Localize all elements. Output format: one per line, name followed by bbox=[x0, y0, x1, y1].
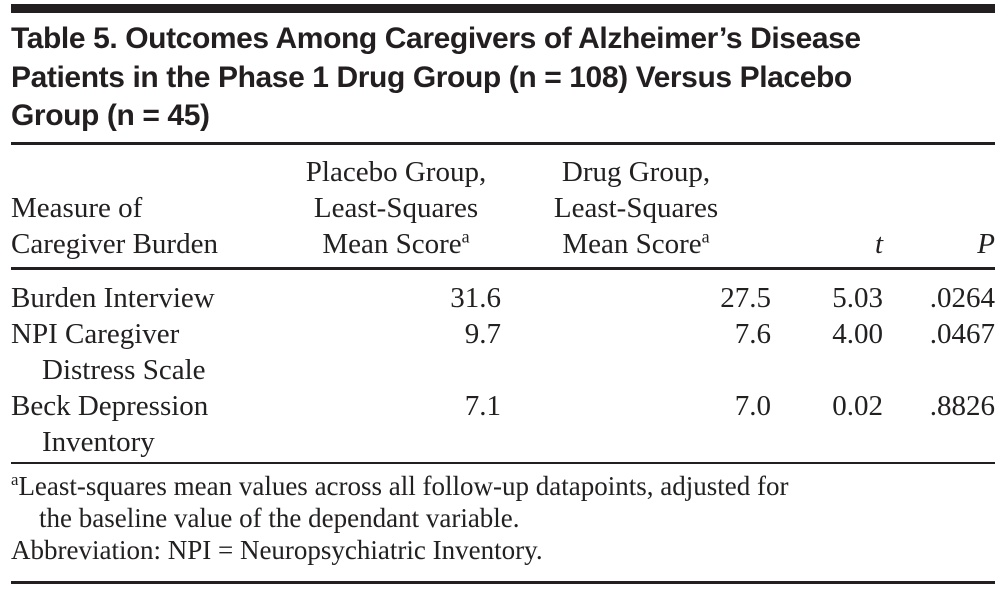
p-value: .0264 bbox=[929, 282, 995, 314]
footnote-a-line-2: the baseline value of the dependant vari… bbox=[39, 503, 520, 533]
drug-header-line-3: Mean Score bbox=[562, 228, 702, 260]
measure-name-line-1: NPI Caregiver bbox=[11, 318, 180, 350]
table-title-line-2: Patients in the Phase 1 Drug Group (n = … bbox=[11, 60, 852, 94]
column-header-t: t bbox=[771, 150, 883, 270]
column-header-measure: Measure of Caregiver Burden bbox=[11, 150, 291, 270]
drug-header-line-2: Least-Squares bbox=[553, 192, 719, 224]
drug-value: 7.6 bbox=[734, 318, 771, 350]
placebo-header-line-3: Mean Score bbox=[322, 228, 462, 260]
placebo-header-line-2: Least-Squares bbox=[313, 192, 479, 224]
drug-value: 27.5 bbox=[720, 282, 771, 314]
t-value: 5.03 bbox=[832, 282, 883, 314]
measure-header-line-1: Measure of bbox=[11, 192, 143, 224]
measure-name-line-1: Beck Depression bbox=[11, 390, 209, 422]
table-title-line-3: Group (n = 45) bbox=[11, 99, 210, 132]
column-header-drug: Drug Group, Least-Squares Mean Scorea bbox=[501, 150, 771, 270]
drug-footnote-marker: a bbox=[701, 226, 710, 247]
p-value: .8826 bbox=[883, 388, 995, 464]
drug-header-line-1: Drug Group, bbox=[561, 156, 711, 188]
drug-value: 7.0 bbox=[501, 388, 771, 464]
header-row: Measure of Caregiver Burden Placebo Grou… bbox=[11, 150, 995, 270]
t-value: 0.02 bbox=[771, 388, 883, 464]
measure-name-line-2: Inventory bbox=[42, 426, 155, 458]
table-row-burden-interview: Burden Interview 31.6 27.5 5.03 .0264 bbox=[11, 269, 995, 317]
placebo-footnote-marker: a bbox=[461, 226, 470, 247]
top-rule bbox=[11, 4, 995, 13]
measure-cell: Beck Depression Inventory bbox=[11, 388, 291, 464]
footnotes: aLeast-squares mean values across all fo… bbox=[11, 470, 788, 566]
placebo-value: 31.6 bbox=[450, 282, 501, 314]
measure-header-line-2: Caregiver Burden bbox=[11, 228, 218, 260]
column-header-placebo: Placebo Group, Least-Squares Mean Scorea bbox=[291, 150, 501, 270]
abbreviation-note: Abbreviation: NPI = Neuropsychiatric Inv… bbox=[11, 535, 543, 565]
measure-name-line-2: Distress Scale bbox=[42, 354, 206, 386]
bottom-rule bbox=[11, 581, 995, 584]
outcomes-table: Measure of Caregiver Burden Placebo Grou… bbox=[11, 150, 995, 464]
footnote-a-line-1: Least-squares mean values across all fol… bbox=[18, 471, 789, 501]
t-value: 4.00 bbox=[832, 318, 883, 350]
placebo-value: 7.1 bbox=[291, 388, 501, 464]
title-rule bbox=[11, 142, 995, 145]
footnote-a-marker: a bbox=[11, 470, 19, 489]
table-row-beck-depression-inventory: Beck Depression Inventory 7.1 7.0 0.02 .… bbox=[11, 388, 995, 464]
footnote-a: aLeast-squares mean values across all fo… bbox=[11, 470, 788, 534]
p-value: .0467 bbox=[929, 318, 995, 350]
measure-cell: NPI Caregiver Distress Scale bbox=[11, 316, 291, 388]
table-title: Table 5. Outcomes Among Caregivers of Al… bbox=[11, 20, 861, 136]
table-title-line-1: Table 5. Outcomes Among Caregivers of Al… bbox=[11, 22, 861, 55]
measure-name: Burden Interview bbox=[11, 282, 215, 314]
placebo-header-line-1: Placebo Group, bbox=[305, 156, 487, 188]
placebo-value: 9.7 bbox=[464, 318, 501, 350]
table-row-npi-caregiver-distress-scale: NPI Caregiver Distress Scale 9.7 7.6 4.0… bbox=[11, 316, 995, 388]
column-header-p: P bbox=[883, 150, 995, 270]
measure-cell: Burden Interview bbox=[11, 269, 291, 317]
